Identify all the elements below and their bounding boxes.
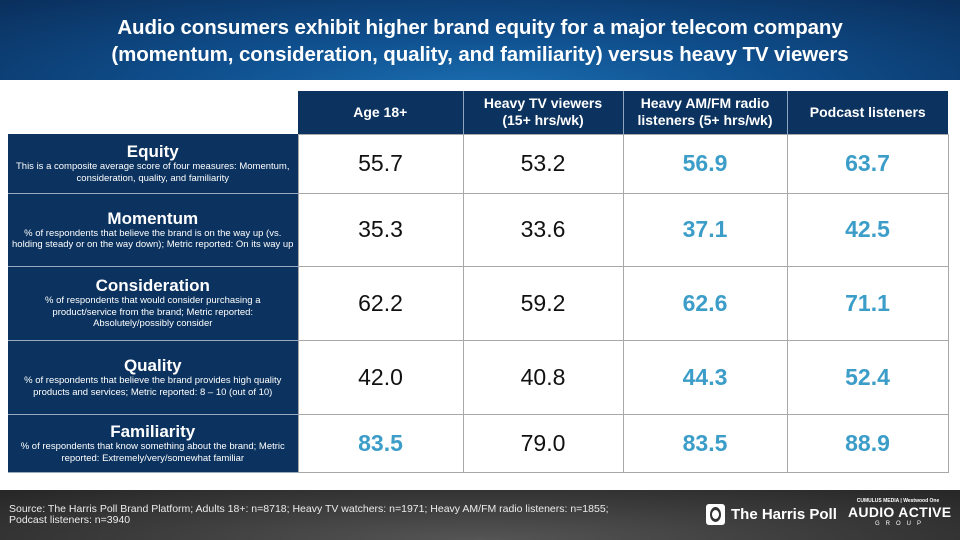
metric-name: Quality <box>123 356 182 375</box>
column-header: Age 18+ <box>298 91 464 134</box>
value-cell: 56.9 <box>622 133 788 194</box>
aag-parent-brands: CUMULUS MEDIA | Westwood One <box>856 498 940 504</box>
title-line-1: Audio consumers exhibit higher brand equ… <box>117 16 843 39</box>
harris-poll-icon <box>706 504 725 525</box>
table-row: Quality % of respondents that believe th… <box>8 339 949 415</box>
table-header-row: Age 18+ Heavy TV viewers (15+ hrs/wk) He… <box>8 91 948 134</box>
column-header: Podcast listeners <box>787 91 948 134</box>
value-cell: 44.3 <box>622 339 788 415</box>
table-row: Familiarity % of respondents that know s… <box>8 413 949 473</box>
column-header: Heavy TV viewers (15+ hrs/wk) <box>463 91 624 134</box>
column-header: Heavy AM/FM radio listeners (5+ hrs/wk) <box>623 91 788 134</box>
row-header: Quality % of respondents that believe th… <box>8 340 298 415</box>
slide-title: Audio consumers exhibit higher brand equ… <box>0 0 960 80</box>
value-cell: 71.1 <box>786 265 949 341</box>
table-row: Equity This is a composite average score… <box>8 133 949 194</box>
source-note: Source: The Harris Poll Brand Platform; … <box>9 503 609 526</box>
metric-name: Equity <box>126 142 179 162</box>
value-cell: 59.2 <box>462 265 624 341</box>
value-cell: 79.0 <box>462 413 624 473</box>
aag-subtitle: GROUP <box>874 521 927 527</box>
metric-description: % of respondents that would consider pur… <box>45 295 261 330</box>
metric-description: % of respondents that know something abo… <box>20 441 285 464</box>
value-cell: 63.7 <box>786 133 949 194</box>
value-cell: 62.2 <box>297 265 464 341</box>
value-cell: 40.8 <box>462 339 624 415</box>
metric-description: This is a composite average score of fou… <box>15 161 290 184</box>
value-cell: 83.5 <box>622 413 788 473</box>
value-cell: 42.5 <box>786 192 949 267</box>
row-header: Familiarity % of respondents that know s… <box>8 414 298 473</box>
aag-wordmark: AUDIO ACTIVE <box>848 504 952 520</box>
value-cell: 42.0 <box>297 339 464 415</box>
metric-description: % of respondents that believe the brand … <box>24 375 282 398</box>
table-corner <box>8 91 298 134</box>
title-line-2: (momentum, consideration, quality, and f… <box>111 43 849 66</box>
harris-poll-wordmark: The Harris Poll <box>731 506 837 523</box>
value-cell: 53.2 <box>462 133 624 194</box>
table-row: Momentum % of respondents that believe t… <box>8 192 949 267</box>
value-cell: 33.6 <box>462 192 624 267</box>
row-header: Equity This is a composite average score… <box>8 134 298 194</box>
harris-poll-logo: The Harris Poll <box>706 504 837 525</box>
metric-description: % of respondents that believe the brand … <box>12 227 294 251</box>
brand-equity-table: Age 18+ Heavy TV viewers (15+ hrs/wk) He… <box>8 91 949 473</box>
value-cell: 52.4 <box>786 339 949 415</box>
table-row: Consideration % of respondents that woul… <box>8 265 949 341</box>
value-cell: 83.5 <box>297 413 464 473</box>
row-header: Momentum % of respondents that believe t… <box>8 193 298 267</box>
value-cell: 55.7 <box>297 133 464 194</box>
value-cell: 62.6 <box>622 265 788 341</box>
value-cell: 35.3 <box>297 192 464 267</box>
footer-bar: Source: The Harris Poll Brand Platform; … <box>0 490 960 540</box>
row-header: Consideration % of respondents that woul… <box>8 266 298 341</box>
value-cell: 88.9 <box>786 413 949 473</box>
metric-name: Familiarity <box>110 422 196 441</box>
metric-name: Momentum <box>107 208 199 228</box>
metric-name: Consideration <box>95 276 210 296</box>
audio-active-group-logo: CUMULUS MEDIA | Westwood One AUDIO ACTIV… <box>848 497 952 529</box>
value-cell: 37.1 <box>622 192 788 267</box>
